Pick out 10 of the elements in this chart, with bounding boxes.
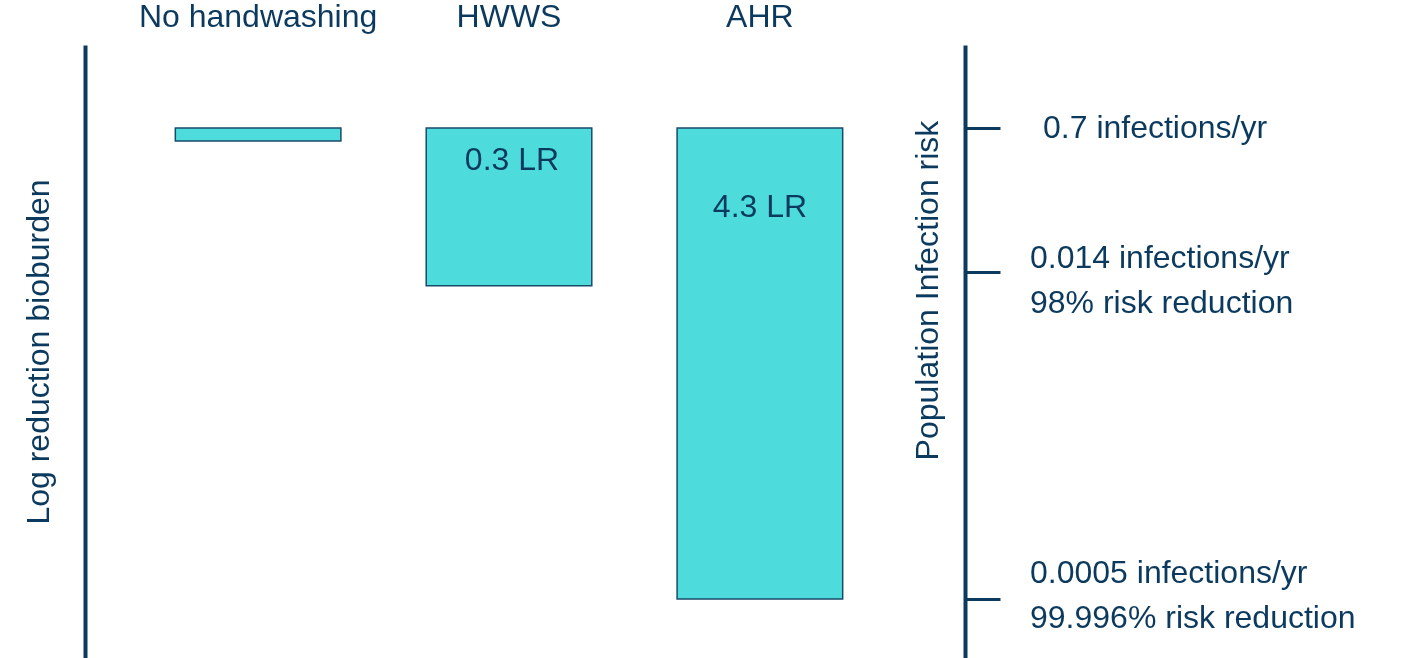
text: 0.014 infections/yr 98% risk reduction — [1030, 239, 1294, 320]
text: 0.0005 infections/yr 99.996% risk reduction — [1030, 554, 1356, 635]
y-axis-title: Log reduction bioburden — [19, 179, 56, 525]
y2-axis-title: Population Infection risk — [908, 119, 945, 461]
x-tick-label: No handwashing — [138, 0, 378, 34]
x-tick-label: HWWS — [456, 0, 562, 34]
x-tick-label: AHR — [726, 0, 794, 34]
annotation: 0.3 LR — [464, 141, 560, 177]
text: 0.7 infections/yr — [1043, 109, 1268, 145]
annotation: 4.3 LR — [712, 188, 808, 224]
